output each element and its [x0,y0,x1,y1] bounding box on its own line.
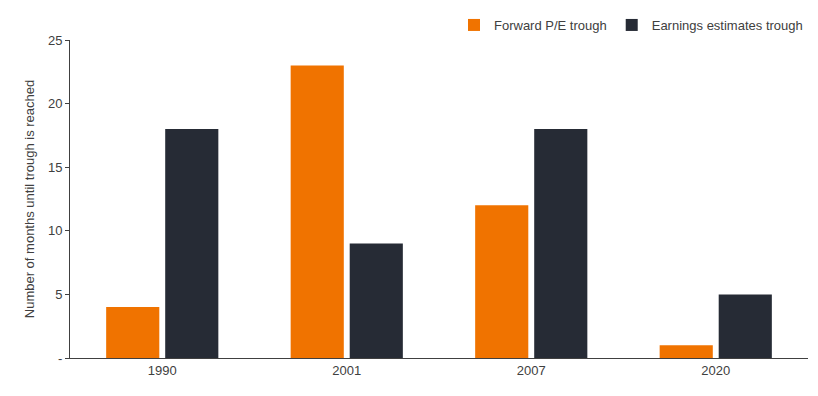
svg-text:Forward P/E trough: Forward P/E trough [494,18,607,33]
svg-text:Earnings estimates trough: Earnings estimates trough [652,18,803,33]
svg-text:Number of months until trough: Number of months until trough is reached [22,80,37,318]
svg-text:2007: 2007 [517,363,546,378]
svg-text:25: 25 [48,33,62,48]
svg-text:20: 20 [48,96,62,111]
svg-text:2020: 2020 [701,363,730,378]
svg-text:2001: 2001 [332,363,361,378]
svg-text:15: 15 [48,160,62,175]
svg-text:1990: 1990 [148,363,177,378]
svg-text:5: 5 [55,287,62,302]
svg-text:-: - [58,351,62,366]
svg-text:10: 10 [48,223,62,238]
